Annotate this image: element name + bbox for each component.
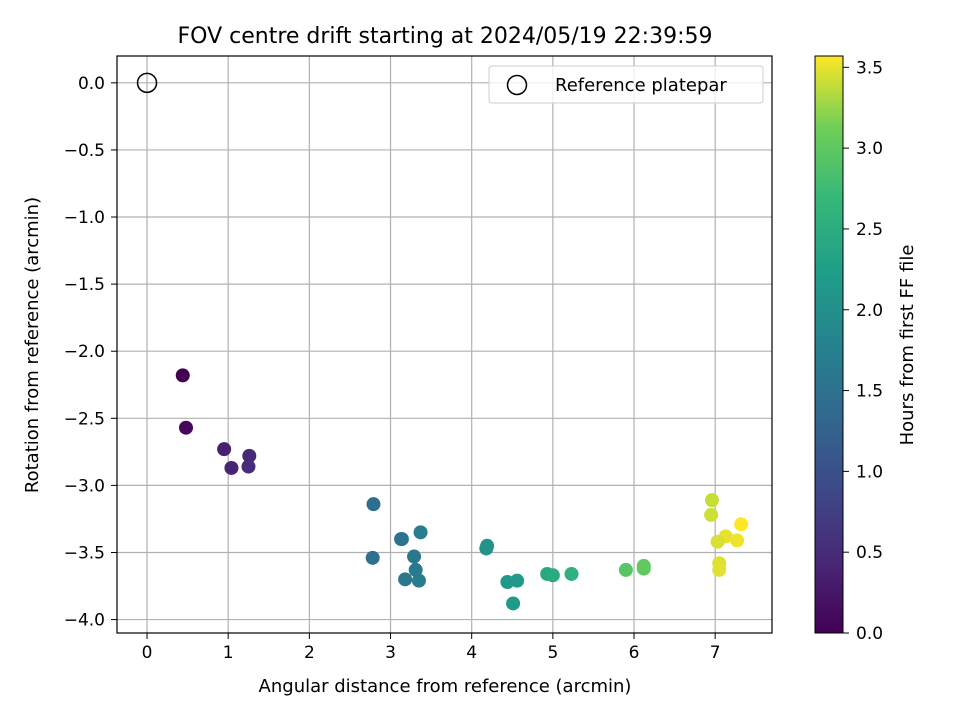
data-point [564,566,579,581]
y-tick-label: 0.0 [78,74,105,94]
y-axis-label: Rotation from reference (arcmin) [22,197,43,493]
data-point [712,562,727,577]
colorbar-gradient [814,55,844,634]
x-axis-ticks: 0 1 2 3 4 5 6 7 [142,633,721,663]
colorbar-ticks: 0.0 0.5 1.0 1.5 2.0 2.5 3.0 3.5 [843,58,883,644]
y-tick-label: −3.0 [64,476,105,496]
y-axis-ticks: 0.0 −0.5 −1.0 −1.5 −2.0 −2.5 −3.0 −3.5 −4.0 [64,74,117,631]
colorbar-tick-label: 2.5 [856,220,883,240]
y-tick-label: −1.5 [64,275,105,295]
x-tick-label: 1 [223,643,234,663]
data-point [224,460,239,475]
colorbar-tick-label: 1.5 [856,382,883,402]
reference-marker-group [136,72,158,94]
data-point [704,493,719,508]
x-axis-label: Angular distance from reference (arcmin) [259,676,632,697]
data-point [242,448,257,463]
legend-marker-icon [506,74,528,96]
data-point [479,541,494,556]
data-point [241,459,256,474]
colorbar-label: Hours from first FF file [897,245,918,446]
data-point [510,573,525,588]
colorbar-tick-label: 3.0 [856,139,883,159]
colorbar-tick-label: 1.0 [856,462,883,482]
x-tick-label: 7 [710,643,721,663]
data-point [730,533,745,548]
reference-platepar-marker [136,72,158,94]
data-point [366,497,381,512]
data-point [408,562,423,577]
grid [117,56,772,633]
legend: Reference platepar [488,65,764,104]
x-tick-label: 5 [547,643,558,663]
data-point [217,442,232,457]
data-point [175,368,190,383]
data-point [407,549,422,564]
y-tick-label: −2.0 [64,342,105,362]
colorbar-tick-label: 0.5 [856,543,883,563]
data-points [175,368,749,611]
y-tick-label: −3.5 [64,543,105,563]
colorbar-tick-label: 3.5 [856,58,883,78]
data-point [636,558,651,573]
data-point [618,562,633,577]
y-tick-label: −4.0 [64,611,105,631]
colorbar: 0.0 0.5 1.0 1.5 2.0 2.5 3.0 3.5 Hours from firs… [814,55,918,644]
y-tick-label: −1.0 [64,208,105,228]
y-tick-label: −0.5 [64,141,105,161]
data-point [178,420,193,435]
data-point [411,573,426,588]
data-point [704,507,719,522]
plot-area-frame [116,55,773,634]
colorbar-tick-label: 2.0 [856,301,883,321]
data-point [545,568,560,583]
data-point [710,534,725,549]
legend-box [488,65,764,104]
data-point [506,596,521,611]
data-point [734,517,749,532]
data-point [365,550,380,565]
data-point [398,572,413,587]
x-tick-label: 0 [142,643,153,663]
data-point [413,525,428,540]
x-tick-label: 4 [466,643,477,663]
x-tick-label: 2 [304,643,315,663]
data-point [394,532,409,547]
y-tick-label: −2.5 [64,409,105,429]
legend-label: Reference platepar [555,75,727,96]
x-tick-label: 6 [629,643,640,663]
chart-title: FOV centre drift starting at 2024/05/19 … [178,24,713,49]
colorbar-tick-label: 0.0 [856,624,883,644]
x-tick-label: 3 [385,643,396,663]
